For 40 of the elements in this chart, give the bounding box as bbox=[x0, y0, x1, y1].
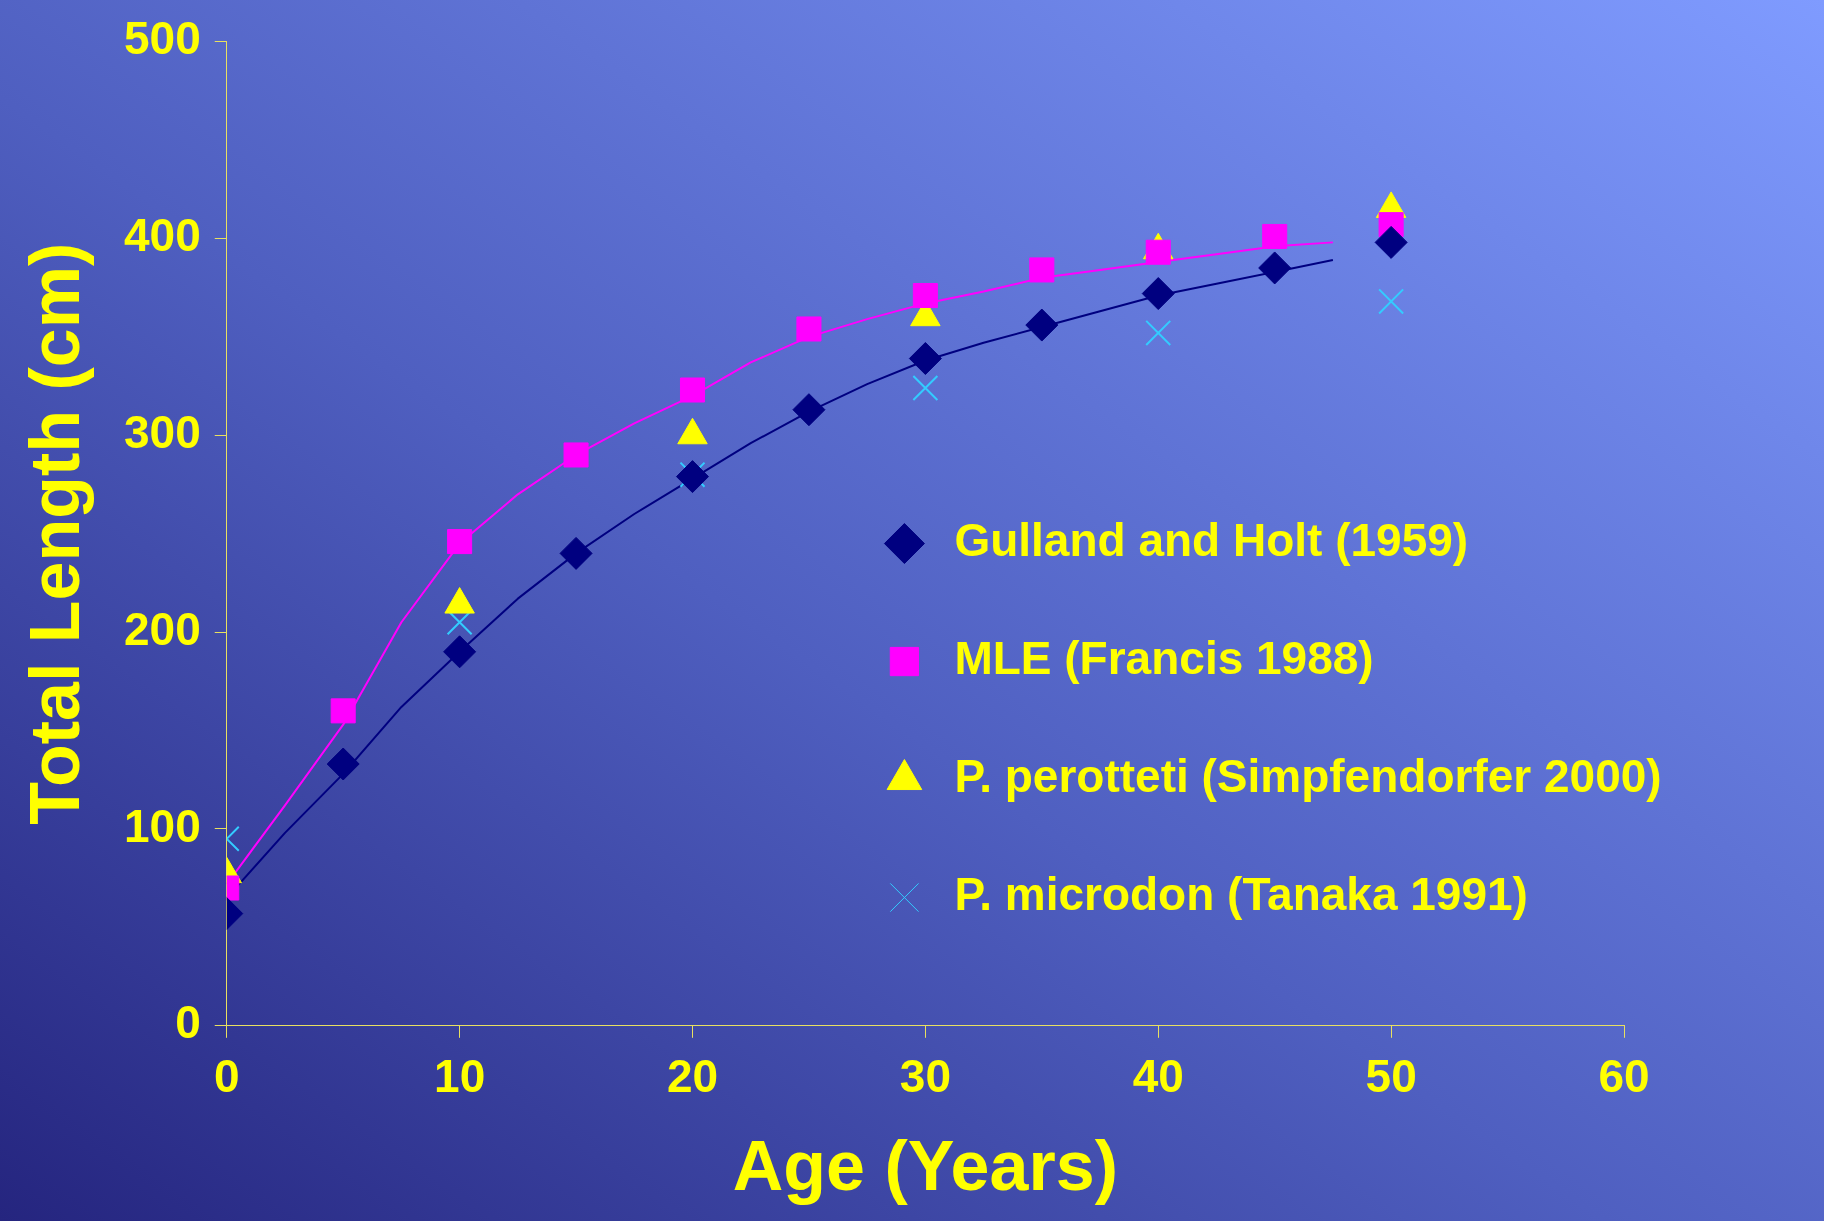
legend-label: MLE (Francis 1988) bbox=[954, 632, 1374, 685]
x-tick-label: 50 bbox=[1365, 1050, 1417, 1103]
point bbox=[447, 529, 473, 555]
point bbox=[559, 536, 593, 570]
point bbox=[443, 635, 477, 669]
point bbox=[1141, 277, 1175, 311]
point bbox=[908, 342, 942, 376]
x-tick-label: 0 bbox=[213, 1050, 240, 1103]
point bbox=[912, 375, 939, 402]
point bbox=[1145, 319, 1172, 346]
point bbox=[1258, 251, 1292, 285]
point bbox=[1025, 308, 1059, 342]
y-tick-label: 500 bbox=[124, 12, 201, 65]
y-tick-label: 100 bbox=[124, 799, 201, 852]
y-tick-label: 200 bbox=[124, 602, 201, 655]
point bbox=[792, 393, 826, 427]
y-tick-label: 0 bbox=[175, 996, 201, 1049]
point bbox=[796, 316, 822, 342]
y-tick-label: 400 bbox=[124, 209, 201, 262]
y-tick-label: 300 bbox=[124, 405, 201, 458]
x-tick-label: 10 bbox=[434, 1050, 486, 1103]
x-tick-label: 60 bbox=[1598, 1050, 1650, 1103]
point bbox=[676, 460, 709, 494]
legend-label: Gulland and Holt (1959) bbox=[954, 514, 1469, 567]
point bbox=[679, 377, 706, 403]
y-axis-title: Total Length (cm) bbox=[16, 242, 95, 825]
point bbox=[330, 698, 356, 724]
point bbox=[912, 283, 938, 309]
x-tick-label: 30 bbox=[899, 1050, 951, 1103]
x-tick-label: 40 bbox=[1132, 1050, 1184, 1103]
point bbox=[1374, 225, 1408, 259]
x-axis-title: Age (Years) bbox=[732, 1127, 1118, 1206]
point bbox=[563, 442, 589, 468]
point bbox=[1262, 223, 1288, 249]
point bbox=[1378, 288, 1405, 315]
point bbox=[326, 747, 360, 781]
x-tick-label: 20 bbox=[666, 1050, 719, 1103]
point bbox=[1029, 257, 1055, 283]
legend-label: P. perotteti (Simpfendorfer 2000) bbox=[954, 750, 1662, 803]
legend-label: P. microdon (Tanaka 1991) bbox=[954, 868, 1528, 921]
